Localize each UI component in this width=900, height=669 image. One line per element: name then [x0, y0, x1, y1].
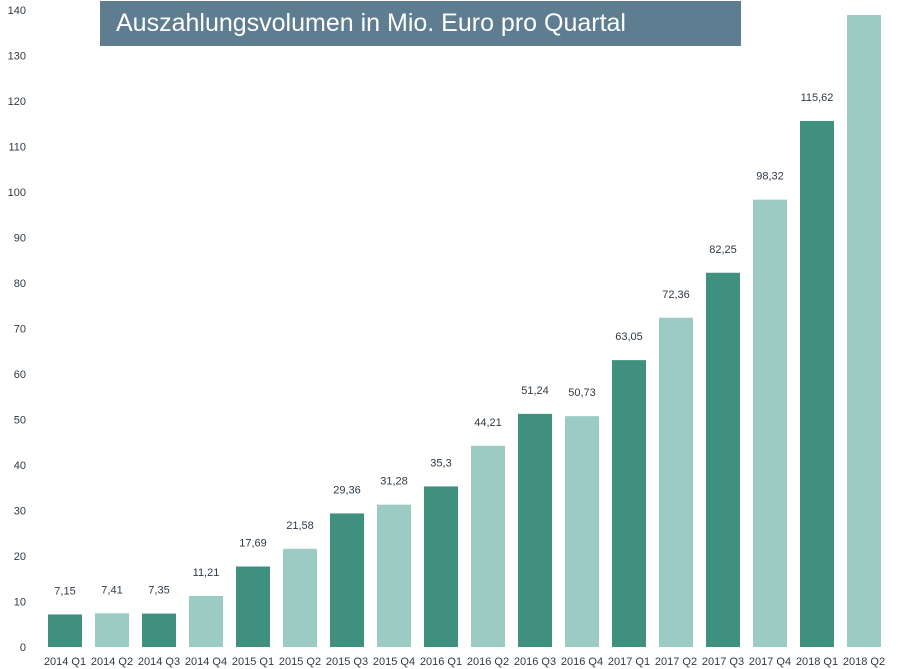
bar — [518, 413, 552, 647]
data-label: 98,32 — [756, 171, 784, 183]
y-tick-label: 20 — [14, 551, 26, 563]
data-label: 7,35 — [148, 585, 169, 597]
data-label: 72,36 — [662, 289, 690, 301]
x-tick-label: 2017 Q2 — [655, 656, 697, 668]
bar — [48, 614, 82, 647]
data-label: 7,15 — [54, 585, 75, 597]
x-tick-label: 2015 Q1 — [232, 656, 274, 668]
y-tick-label: 110 — [8, 142, 26, 154]
y-tick-label: 60 — [14, 369, 26, 381]
y-tick-label: 0 — [20, 642, 26, 654]
bar — [612, 360, 646, 647]
data-label: 29,36 — [333, 484, 361, 496]
x-tick-label: 2015 Q2 — [279, 656, 321, 668]
x-tick-label: 2016 Q3 — [514, 656, 556, 668]
y-tick-label: 140 — [8, 5, 26, 17]
data-label: 115,62 — [801, 92, 834, 104]
y-tick-label: 50 — [14, 415, 26, 427]
data-label: 82,25 — [709, 244, 737, 256]
chart-title: Auszahlungsvolumen in Mio. Euro pro Quar… — [100, 1, 741, 46]
bar — [330, 513, 364, 647]
bar — [236, 566, 270, 647]
data-label: 35,3 — [430, 457, 451, 469]
y-tick-label: 40 — [14, 460, 26, 472]
bar — [283, 548, 317, 647]
data-label: 11,21 — [193, 567, 220, 579]
y-tick-label: 100 — [8, 187, 26, 199]
y-tick-label: 10 — [14, 597, 26, 609]
bar — [189, 595, 223, 647]
data-label: 63,05 — [615, 331, 643, 343]
x-tick-label: 2017 Q1 — [608, 656, 650, 668]
bar — [847, 15, 881, 648]
x-tick-label: 2018 Q2 — [843, 656, 885, 668]
data-label: 31,28 — [380, 476, 408, 488]
data-label: 50,73 — [568, 387, 596, 399]
x-tick-label: 2016 Q2 — [467, 656, 509, 668]
x-tick-label: 2014 Q3 — [138, 656, 180, 668]
bar — [565, 416, 599, 647]
bar — [142, 613, 176, 647]
bar — [424, 486, 458, 647]
x-tick-label: 2016 Q1 — [420, 656, 462, 668]
bar — [471, 445, 505, 647]
x-tick-label: 2014 Q4 — [185, 656, 227, 668]
bar — [753, 199, 787, 648]
x-tick-label: 2017 Q4 — [749, 656, 791, 668]
data-label: 51,24 — [521, 385, 549, 397]
x-tick-label: 2014 Q1 — [44, 656, 86, 668]
data-label: 44,21 — [474, 417, 502, 429]
bar — [706, 272, 740, 647]
bar — [95, 613, 129, 647]
bar — [659, 317, 693, 647]
y-tick-label: 70 — [14, 324, 26, 336]
data-label: 7,41 — [101, 584, 122, 596]
y-tick-label: 30 — [14, 506, 26, 518]
x-tick-label: 2015 Q4 — [373, 656, 415, 668]
data-label: 17,69 — [239, 538, 267, 550]
bars: 7,15 7,41 7,35 11,21 17,69 21,58 29,36 31,28 35,… — [48, 15, 881, 648]
y-tick-label: 120 — [8, 96, 26, 108]
x-axis: 2014 Q1 2014 Q2 2014 Q3 2014 Q4 2015 Q1 2015 … — [44, 656, 885, 668]
bar — [377, 504, 411, 647]
y-tick-label: 130 — [8, 51, 26, 63]
x-tick-label: 2018 Q1 — [796, 656, 838, 668]
x-tick-label: 2014 Q2 — [91, 656, 133, 668]
x-tick-label: 2017 Q3 — [702, 656, 744, 668]
y-tick-label: 80 — [14, 278, 26, 290]
data-label: 21,58 — [286, 520, 314, 532]
x-tick-label: 2016 Q4 — [561, 656, 603, 668]
x-tick-label: 2015 Q3 — [326, 656, 368, 668]
bar — [800, 120, 834, 647]
y-axis: 0 10 20 30 40 50 60 70 80 90 100 110 120 130 140 — [8, 5, 26, 654]
y-tick-label: 90 — [14, 233, 26, 245]
